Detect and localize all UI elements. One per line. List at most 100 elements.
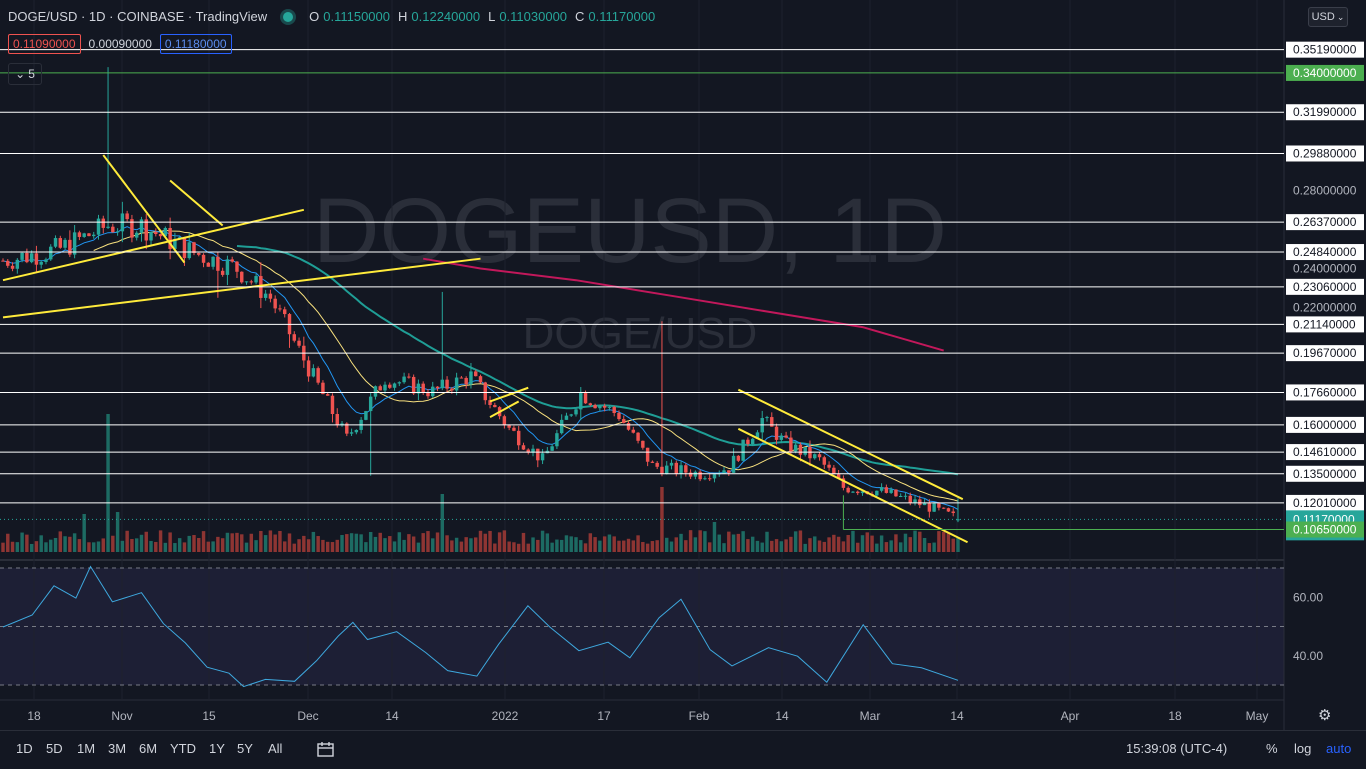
- candle-body: [698, 471, 702, 480]
- volume-bar: [875, 543, 879, 552]
- time-axis-label[interactable]: 14: [950, 709, 964, 723]
- clock-display[interactable]: 15:39:08 (UTC-4): [1126, 741, 1228, 756]
- currency-selector[interactable]: USD ⌄: [1308, 7, 1348, 27]
- volume-bar: [717, 534, 721, 552]
- volume-bar: [244, 542, 249, 552]
- candle-body: [779, 435, 784, 440]
- candle-body: [450, 388, 454, 391]
- candle-body: [526, 449, 530, 453]
- time-axis-label[interactable]: 2022: [492, 709, 519, 723]
- volume-bar: [278, 530, 282, 552]
- range-button-all[interactable]: All: [268, 741, 283, 756]
- calendar-range-icon: [317, 742, 334, 757]
- volume-bar: [92, 542, 96, 552]
- volume-bar: [579, 540, 583, 552]
- time-axis-label[interactable]: Feb: [689, 709, 710, 723]
- candle-body: [774, 426, 779, 440]
- volume-bar: [354, 533, 359, 552]
- candle-body: [736, 455, 741, 461]
- volume-bar: [330, 542, 335, 552]
- symbol-title[interactable]: DOGE/USD · 1D · COINBASE · TradingView: [8, 9, 268, 24]
- low-value: 0.11030000: [499, 9, 568, 24]
- goto-date-icon[interactable]: [317, 741, 335, 760]
- volume-bar: [53, 537, 58, 552]
- volume-bar: [631, 540, 636, 552]
- time-axis-label[interactable]: Nov: [111, 709, 132, 723]
- time-axis-label[interactable]: Dec: [297, 709, 318, 723]
- volume-bar: [459, 541, 464, 552]
- candle-body: [688, 472, 693, 477]
- price-axis-label: 0.31990000: [1293, 105, 1357, 119]
- volume-bar: [564, 535, 569, 552]
- open-value: 0.11150000: [323, 9, 390, 24]
- volume-bar: [550, 542, 554, 552]
- volume-bar: [927, 543, 932, 552]
- candle-body: [569, 414, 573, 416]
- bottom-toolbar: [0, 730, 1366, 769]
- range-button-6m[interactable]: 6M: [139, 741, 158, 756]
- auto-scale-toggle[interactable]: auto: [1326, 741, 1352, 756]
- volume-bar: [612, 536, 616, 552]
- volume-bar: [856, 542, 860, 552]
- volume-bar: [34, 541, 39, 552]
- volume-bar: [63, 536, 67, 552]
- range-button-3m[interactable]: 3M: [108, 741, 127, 756]
- candle-body: [765, 417, 769, 419]
- volume-bar: [832, 534, 836, 552]
- volume-bar: [813, 536, 817, 552]
- range-button-5d[interactable]: 5D: [46, 741, 63, 756]
- candle-body: [908, 495, 912, 503]
- indicators-toggle[interactable]: ⌄ 5: [8, 63, 42, 85]
- range-button-1m[interactable]: 1M: [77, 741, 96, 756]
- time-axis-label[interactable]: 18: [1168, 709, 1182, 723]
- candle-body: [784, 435, 788, 438]
- candle-body: [454, 377, 459, 391]
- candle-body: [244, 281, 249, 283]
- volume-bar: [392, 541, 397, 552]
- time-axis-label[interactable]: May: [1246, 709, 1269, 723]
- sell-price-button[interactable]: 0.11090000: [8, 34, 81, 54]
- price-axis-label: 0.34000000: [1293, 66, 1357, 80]
- candle-body: [96, 218, 101, 235]
- candle-body: [68, 239, 72, 255]
- volume-bar: [784, 539, 788, 552]
- buy-price-button[interactable]: 0.11180000: [159, 34, 232, 54]
- candle-body: [72, 232, 77, 255]
- candle-body: [464, 377, 468, 385]
- candle-body: [602, 405, 607, 408]
- time-axis-label[interactable]: 17: [597, 709, 611, 723]
- time-axis-label[interactable]: Apr: [1061, 709, 1080, 723]
- candle-body: [230, 259, 234, 262]
- candle-body: [416, 383, 421, 394]
- range-button-ytd[interactable]: YTD: [170, 741, 196, 756]
- candle-body: [750, 438, 755, 445]
- settings-gear-icon[interactable]: ⚙: [1318, 707, 1332, 724]
- volume-bar: [77, 539, 82, 552]
- time-axis-label[interactable]: 18: [27, 709, 41, 723]
- candle-body: [154, 231, 158, 235]
- range-button-1y[interactable]: 1Y: [209, 741, 225, 756]
- volume-bar: [846, 534, 850, 552]
- candle-body: [927, 503, 932, 512]
- time-axis-label[interactable]: Mar: [860, 709, 881, 723]
- volume-bar: [937, 531, 941, 552]
- time-axis-label[interactable]: 14: [775, 709, 789, 723]
- time-axis-label[interactable]: 15: [202, 709, 216, 723]
- percent-scale-toggle[interactable]: %: [1266, 741, 1278, 756]
- candle-body: [722, 470, 726, 474]
- candle-body: [507, 425, 511, 428]
- range-button-5y[interactable]: 5Y: [237, 741, 253, 756]
- candle-body: [411, 376, 416, 394]
- candle-body: [531, 448, 535, 453]
- time-axis-label[interactable]: 14: [385, 709, 399, 723]
- range-button-1d[interactable]: 1D: [16, 741, 33, 756]
- candle-body: [173, 238, 177, 249]
- volume-bar: [645, 543, 650, 552]
- volume-bar: [311, 531, 316, 552]
- price-label-box: [1286, 214, 1364, 231]
- volume-bar: [263, 535, 268, 552]
- candle-body: [641, 440, 645, 448]
- log-scale-toggle[interactable]: log: [1294, 741, 1312, 756]
- candle-body: [607, 406, 612, 408]
